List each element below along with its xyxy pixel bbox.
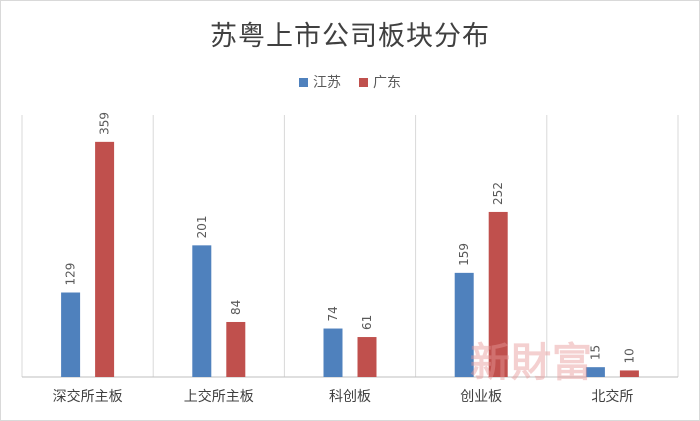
data-label-guangdong-0: 359 — [98, 112, 112, 135]
bar-guangdong-2 — [357, 337, 377, 377]
legend-item-jiangsu: 江苏 — [299, 72, 341, 92]
data-label-jiangsu-1: 201 — [195, 215, 209, 238]
data-label-guangdong-4: 10 — [622, 348, 636, 363]
data-label-guangdong-3: 252 — [491, 182, 505, 205]
bar-jiangsu-3 — [454, 272, 474, 377]
legend-swatch-guangdong — [359, 77, 368, 87]
legend-item-guangdong: 广东 — [359, 72, 401, 92]
bar-jiangsu-2 — [323, 328, 343, 377]
legend-label-jiangsu: 江苏 — [313, 75, 341, 91]
x-tick-label-3: 创业板 — [460, 389, 502, 405]
bar-jiangsu-1 — [192, 245, 212, 377]
data-label-guangdong-1: 84 — [229, 300, 243, 315]
chart-title: 苏粤上市公司板块分布 — [210, 21, 490, 52]
data-label-jiangsu-0: 129 — [64, 263, 78, 286]
legend-swatch-jiangsu — [299, 77, 308, 87]
legend: 江苏 广东 — [0, 72, 700, 92]
bar-guangdong-4 — [619, 370, 639, 377]
watermark-logo: 新財富 — [470, 339, 593, 386]
x-tick-label-0: 深交所主板 — [53, 388, 123, 405]
bar-jiangsu-4 — [585, 367, 605, 377]
bar-guangdong-3 — [488, 211, 508, 377]
data-label-guangdong-2: 61 — [360, 315, 374, 330]
data-label-jiangsu-3: 159 — [457, 243, 471, 266]
data-label-jiangsu-4: 15 — [588, 345, 602, 360]
data-label-jiangsu-2: 74 — [326, 306, 340, 321]
bar-jiangsu-0 — [61, 292, 81, 377]
x-tick-label-2: 科创板 — [329, 389, 371, 405]
bar-guangdong-0 — [95, 141, 115, 377]
x-tick-label-4: 北交所 — [591, 388, 633, 405]
legend-label-guangdong: 广东 — [373, 75, 401, 91]
x-tick-label-1: 上交所主板 — [184, 388, 254, 405]
bar-guangdong-1 — [226, 321, 246, 377]
